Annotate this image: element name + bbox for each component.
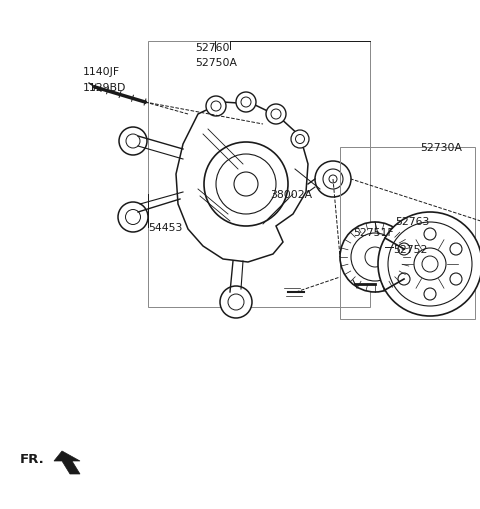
Circle shape <box>398 243 410 256</box>
Polygon shape <box>176 103 308 263</box>
Circle shape <box>340 222 410 293</box>
Circle shape <box>450 243 462 256</box>
Text: 52760: 52760 <box>195 43 229 53</box>
Text: 54453: 54453 <box>148 222 182 233</box>
Circle shape <box>315 162 351 197</box>
Text: 52751F: 52751F <box>353 228 394 238</box>
Circle shape <box>266 105 286 125</box>
Text: 1129BD: 1129BD <box>83 83 126 93</box>
Text: 1140JF: 1140JF <box>83 67 120 77</box>
Circle shape <box>119 128 147 156</box>
Text: FR.: FR. <box>20 453 45 466</box>
Text: 52730A: 52730A <box>420 143 462 153</box>
Circle shape <box>206 97 226 117</box>
Circle shape <box>424 289 436 300</box>
Circle shape <box>450 273 462 286</box>
Circle shape <box>236 93 256 113</box>
Circle shape <box>220 287 252 318</box>
Circle shape <box>118 203 148 233</box>
Circle shape <box>378 213 480 317</box>
Text: 52763: 52763 <box>395 216 430 227</box>
Circle shape <box>398 273 410 286</box>
Circle shape <box>291 131 309 149</box>
Circle shape <box>424 229 436 241</box>
Polygon shape <box>54 451 80 474</box>
Text: 38002A: 38002A <box>270 190 312 200</box>
Text: 52752: 52752 <box>393 244 427 254</box>
Text: 52750A: 52750A <box>195 58 237 68</box>
